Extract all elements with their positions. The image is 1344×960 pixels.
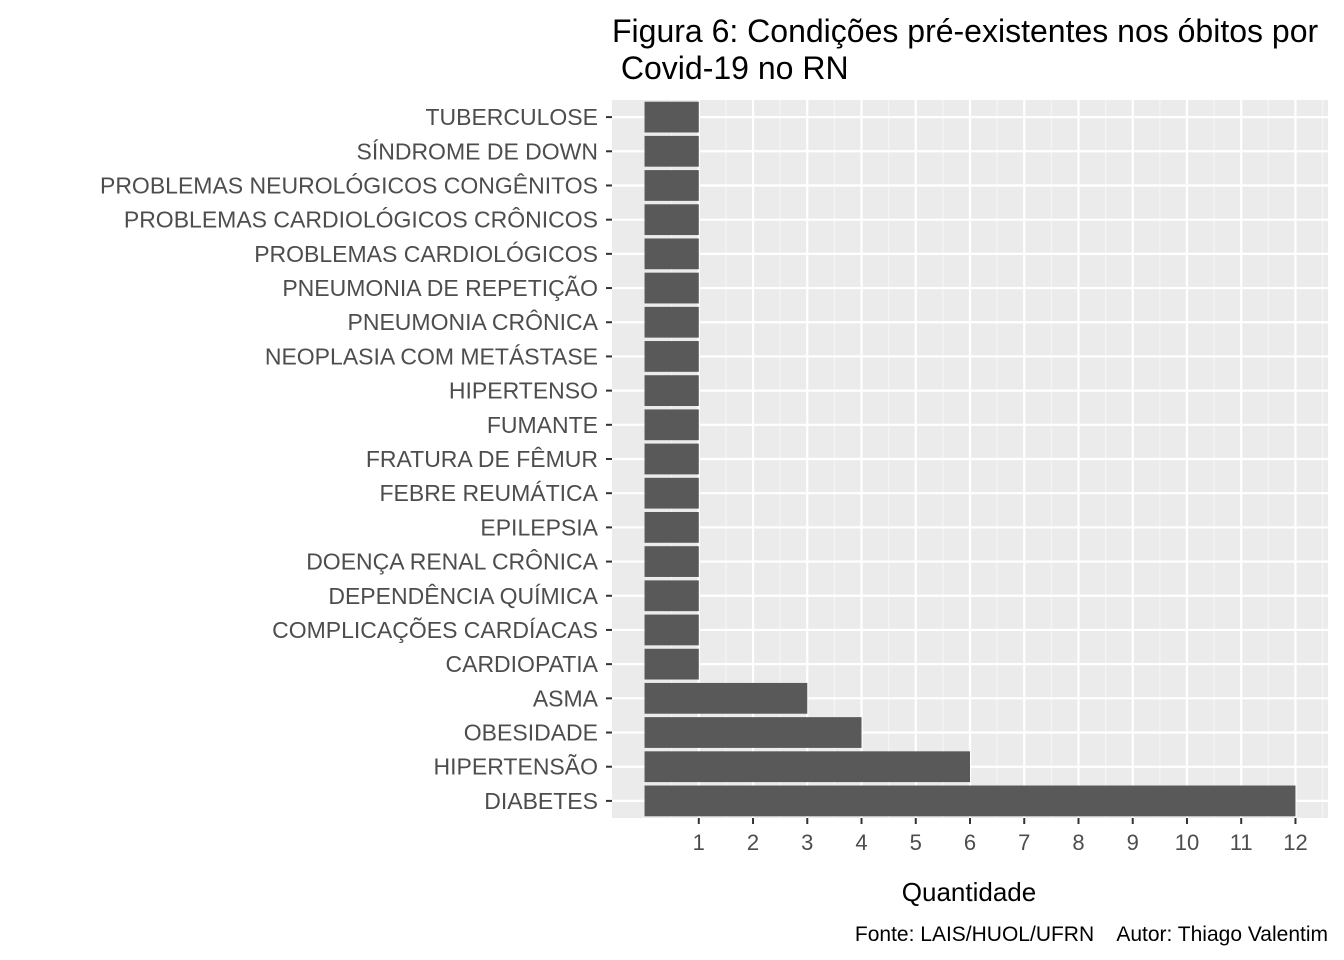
x-tick-label: 1: [693, 830, 705, 855]
y-tick-label: PROBLEMAS CARDIOLÓGICOS: [254, 241, 598, 267]
y-tick-label: NEOPLASIA COM METÁSTASE: [265, 343, 598, 369]
y-tick-label: PROBLEMAS CARDIOLÓGICOS CRÔNICOS: [124, 206, 598, 233]
x-tick-label: 6: [964, 830, 976, 855]
y-tick-label: CARDIOPATIA: [446, 651, 599, 677]
y-tick-label: OBESIDADE: [464, 720, 598, 746]
chart-title-line-1: Figura 6: Condições pré-existentes nos ó…: [612, 13, 1319, 49]
x-axis-title: Quantidade: [902, 877, 1036, 907]
bar: [644, 511, 699, 543]
bar: [644, 238, 699, 270]
x-tick-label: 10: [1175, 830, 1199, 855]
y-tick-label: HIPERTENSO: [449, 378, 598, 404]
bar: [644, 648, 699, 680]
y-tick-label: DOENÇA RENAL CRÔNICA: [306, 548, 598, 575]
x-tick-label: 12: [1283, 830, 1307, 855]
bar: [644, 785, 1296, 817]
x-tick-label: 2: [747, 830, 759, 855]
bar: [644, 101, 699, 133]
x-tick-label: 5: [910, 830, 922, 855]
y-tick-label: FRATURA DE FÊMUR: [366, 446, 598, 472]
y-tick-label: TUBERCULOSE: [425, 104, 598, 130]
x-tick-label: 11: [1230, 830, 1253, 855]
y-tick-label: DEPENDÊNCIA QUÍMICA: [328, 583, 598, 609]
bars: [644, 101, 1296, 817]
bar: [644, 272, 699, 304]
y-tick-label: PNEUMONIA CRÔNICA: [348, 308, 599, 335]
bar: [644, 341, 699, 372]
bar: [644, 477, 699, 509]
x-tick-label: 8: [1072, 830, 1084, 855]
bar: [644, 717, 862, 748]
bar: [644, 546, 699, 577]
bar: [644, 682, 808, 714]
y-axis: DIABETES HIPERTENSÃO OBESIDADE ASMA CARDIOPA…: [100, 104, 612, 814]
bar: [644, 443, 699, 475]
bar: [644, 170, 699, 201]
bar: [644, 580, 699, 612]
bar: [644, 306, 699, 338]
caption: Fonte: LAIS/HUOL/UFRN Autor: Thiago Vale…: [855, 923, 1328, 946]
x-tick-label: 7: [1018, 830, 1030, 855]
y-tick-label: HIPERTENSÃO: [434, 754, 598, 780]
bar: [644, 751, 970, 783]
bar: [644, 409, 699, 441]
y-tick-label: SÍNDROME DE DOWN: [357, 138, 599, 164]
y-tick-label: EPILEPSIA: [480, 514, 598, 540]
y-tick-label: PROBLEMAS NEUROLÓGICOS CONGÊNITOS: [100, 172, 598, 198]
x-tick-label: 4: [855, 830, 867, 855]
bar: [644, 614, 699, 646]
chart-title: Figura 6: Condições pré-existentes nos ó…: [612, 13, 1319, 86]
bar: [644, 375, 699, 407]
bar: [644, 135, 699, 167]
x-axis: 1 2 3 4 5 6 7 8 9 10 11 12: [693, 818, 1308, 855]
y-tick-label: FEBRE REUMÁTICA: [379, 480, 598, 506]
bar: [644, 204, 699, 236]
chart-title-line-2: Covid-19 no RN: [612, 50, 849, 86]
y-tick-label: COMPLICAÇÕES CARDÍACAS: [272, 616, 598, 643]
x-tick-label: 9: [1127, 830, 1139, 855]
y-tick-label: DIABETES: [484, 788, 598, 814]
x-tick-label: 3: [801, 830, 813, 855]
y-tick-label: ASMA: [533, 685, 599, 711]
y-tick-label: FUMANTE: [487, 412, 598, 438]
y-tick-label: PNEUMONIA DE REPETIÇÃO: [282, 275, 598, 301]
